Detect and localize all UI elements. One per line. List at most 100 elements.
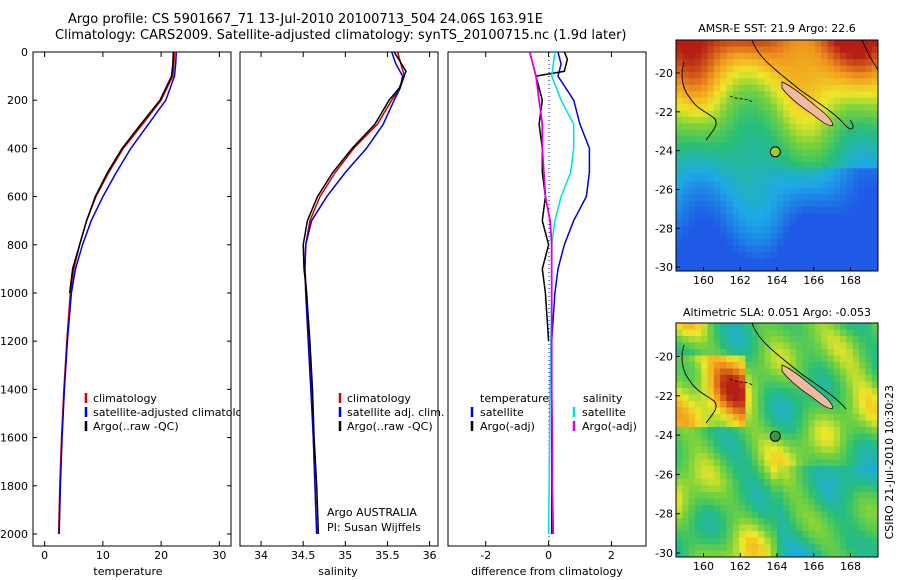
heatmap-cell	[827, 388, 835, 395]
heatmap-cell	[821, 420, 828, 428]
heatmap-cell	[739, 168, 746, 176]
heatmap-cell	[814, 72, 822, 79]
heatmap-cell	[865, 238, 873, 246]
heatmap-cell	[795, 433, 803, 441]
heatmap-cell	[701, 342, 709, 350]
heatmap-cell	[865, 420, 873, 428]
heatmap-cell	[764, 181, 772, 189]
heatmap-cell	[795, 206, 803, 214]
heatmap-cell	[688, 544, 696, 551]
heatmap-cell	[694, 407, 702, 415]
heatmap-cell	[745, 342, 753, 350]
heatmap-cell	[840, 213, 847, 221]
heatmap-cell	[859, 264, 866, 271]
heatmap-cell	[676, 129, 683, 137]
heatmap-cell	[688, 174, 696, 182]
heatmap-cell	[852, 537, 860, 545]
heatmap-cell	[783, 381, 791, 389]
heatmap-cell	[859, 466, 866, 473]
heatmap-cell	[720, 232, 727, 240]
heatmap-cell	[814, 479, 822, 486]
heatmap-cell	[833, 72, 841, 79]
heatmap-cell	[707, 168, 715, 176]
heatmap-cell	[707, 65, 715, 73]
heatmap-cell	[682, 161, 690, 169]
heatmap-cell	[707, 187, 715, 195]
heatmap-cell	[688, 485, 696, 493]
heatmap-cell	[852, 84, 860, 92]
heatmap-cell	[871, 453, 878, 460]
heatmap-cell	[821, 485, 828, 493]
heatmap-cell	[701, 375, 709, 382]
heatmap-cell	[688, 388, 696, 395]
heatmap-cell	[726, 368, 734, 376]
heatmap-cell	[707, 388, 715, 395]
heatmap-cell	[694, 59, 702, 67]
heatmap-cell	[694, 187, 702, 195]
heatmap-cell	[833, 264, 841, 271]
heatmap-cell	[676, 168, 683, 176]
heatmap-cell	[789, 194, 797, 201]
heatmap-cell	[713, 40, 721, 47]
heatmap-cell	[777, 492, 784, 499]
heatmap-cell	[701, 46, 709, 54]
heatmap-cell	[859, 550, 866, 557]
heatmap-cell	[745, 251, 753, 259]
heatmap-cell	[783, 136, 791, 144]
heatmap-cell	[751, 187, 759, 195]
heatmap-cell	[808, 149, 816, 156]
heatmap-cell	[802, 40, 810, 47]
heatmap-cell	[777, 40, 784, 47]
heatmap-cell	[676, 466, 683, 473]
heatmap-cell	[688, 78, 696, 86]
heatmap-cell	[732, 123, 740, 131]
heatmap-cell	[827, 78, 835, 86]
heatmap-cell	[726, 206, 734, 214]
heatmap-cell	[694, 336, 702, 343]
heatmap-cell	[739, 155, 746, 163]
heatmap-cell	[682, 123, 690, 131]
heatmap-cell	[751, 466, 759, 473]
heatmap-cell	[739, 511, 746, 519]
heatmap-cell	[840, 142, 847, 150]
heatmap-cell	[751, 84, 759, 92]
heatmap-cell	[783, 511, 791, 519]
heatmap-cell	[795, 232, 803, 240]
heatmap-cell	[726, 394, 734, 402]
heatmap-cell	[713, 511, 721, 519]
heatmap-cell	[720, 104, 727, 112]
heatmap-cell	[682, 206, 690, 214]
heatmap-cell	[859, 375, 866, 382]
heatmap-cell	[720, 187, 727, 195]
heatmap-cell	[732, 97, 740, 105]
heatmap-cell	[713, 194, 721, 201]
heatmap-cell	[783, 206, 791, 214]
heatmap-cell	[827, 518, 835, 525]
heatmap-cell	[859, 72, 866, 79]
heatmap-cell	[707, 323, 715, 330]
heatmap-cell	[821, 472, 828, 480]
heatmap-cell	[865, 78, 873, 86]
heatmap-cell	[777, 52, 784, 60]
heatmap-cell	[846, 213, 854, 221]
heatmap-cell	[840, 78, 847, 86]
heatmap-cell	[827, 226, 835, 233]
heatmap-cell	[676, 427, 683, 434]
heatmap-cell	[739, 142, 746, 150]
heatmap-cell	[732, 129, 740, 137]
heatmap-cell	[707, 142, 715, 150]
heatmap-cell	[713, 78, 721, 86]
heatmap-cell	[758, 117, 765, 124]
heatmap-cell	[783, 414, 791, 421]
heatmap-cell	[783, 375, 791, 382]
heatmap-cell	[871, 544, 878, 551]
heatmap-cell	[859, 531, 866, 538]
heatmap-cell	[764, 129, 772, 137]
heatmap-cell	[814, 414, 822, 421]
heatmap-cell	[814, 232, 822, 240]
heatmap-cell	[676, 72, 683, 79]
heatmap-cell	[758, 492, 765, 499]
heatmap-cell	[688, 414, 696, 421]
heatmap-cell	[840, 161, 847, 169]
heatmap-cell	[694, 174, 702, 182]
